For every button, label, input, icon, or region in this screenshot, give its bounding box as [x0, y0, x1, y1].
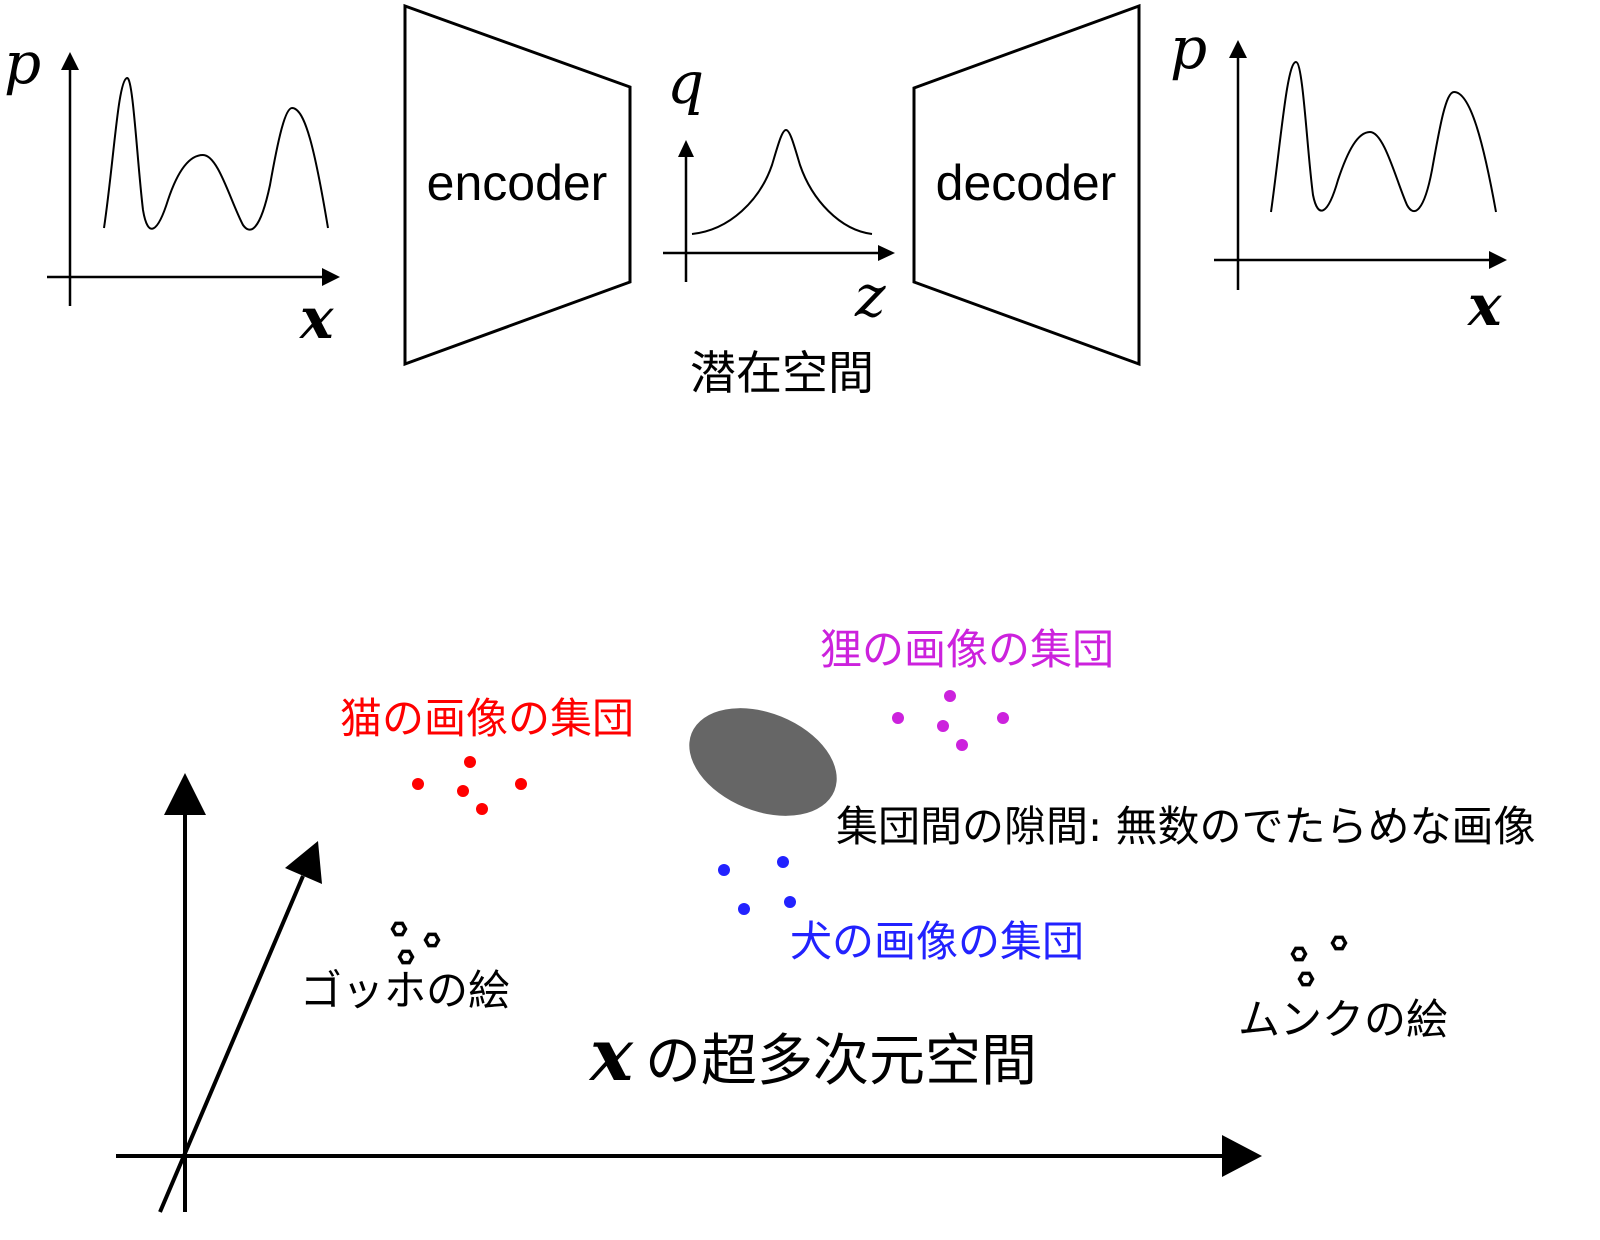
munch-painting-points: [1290, 935, 1348, 987]
decoder-label: decoder: [936, 155, 1117, 211]
gap-label: 集団間の隙間: 無数のでたらめな画像: [836, 802, 1536, 851]
munch-point: [1290, 946, 1308, 962]
space-title-variable: x: [588, 1012, 634, 1097]
dog-point: [777, 856, 789, 868]
gogh-painting-points: [390, 921, 441, 965]
dog-point: [738, 903, 750, 915]
space-title: x の超多次元空間: [588, 1012, 1037, 1097]
latent-plot-density-curve: [691, 128, 873, 235]
space-axis-vertical-arrowhead: [164, 773, 206, 815]
gogh-label: ゴッホの絵: [300, 966, 510, 1015]
space-axis-diagonal-arrowhead: [285, 841, 322, 884]
decoder-trapezoid: [912, 3, 1141, 367]
tanuki-cluster-points: [892, 690, 1009, 751]
right-plot-y-arrowhead: [1229, 40, 1247, 58]
gap-ellipse: [689, 708, 837, 816]
tanuki-image-cluster: 狸の画像の集団: [820, 625, 1114, 751]
left-plot-x-arrowhead: [322, 268, 340, 286]
output-distribution-plot: p x: [1170, 14, 1507, 339]
gogh-point: [390, 921, 408, 937]
cat-cluster-label: 猫の画像の集団: [340, 694, 634, 743]
space-axis-horizontal-arrowhead: [1222, 1135, 1262, 1177]
tanuki-point: [892, 712, 904, 724]
cat-point: [457, 785, 469, 797]
latent-space-caption: 潜在空間: [690, 346, 874, 400]
left-plot-x-label: x: [299, 286, 334, 352]
tanuki-cluster-label: 狸の画像の集団: [820, 625, 1114, 674]
gogh-paintings-cluster: ゴッホの絵: [300, 921, 510, 1015]
munch-paintings-cluster: ムンクの絵: [1238, 935, 1448, 1044]
cat-point: [464, 756, 476, 768]
dog-image-cluster: 犬の画像の集団: [718, 856, 1084, 966]
left-plot-density-curve: [103, 76, 329, 231]
munch-point: [1297, 971, 1315, 987]
encoder-trapezoid: [403, 3, 632, 367]
munch-point: [1330, 935, 1348, 951]
right-plot-density-curve: [1270, 60, 1497, 213]
tanuki-point: [937, 720, 949, 732]
decoder-block: decoder: [912, 3, 1141, 367]
latent-plot-x-arrowhead: [878, 245, 895, 261]
latent-plot-y-label: q: [667, 49, 704, 117]
cat-point: [515, 778, 527, 790]
right-plot-x-label: x: [1467, 273, 1502, 339]
latent-distribution-plot: q z 潜在空間: [663, 49, 895, 400]
left-plot-y-arrowhead: [61, 52, 79, 70]
tanuki-point: [956, 739, 968, 751]
x-space-axes: [116, 773, 1262, 1213]
input-distribution-plot: p x: [4, 29, 340, 352]
latent-plot-x-label: z: [854, 262, 886, 330]
dog-point: [718, 864, 730, 876]
cat-image-cluster: 猫の画像の集団: [340, 694, 634, 815]
cluster-gap-region: 集団間の隙間: 無数のでたらめな画像: [689, 708, 1536, 851]
space-title-text: の超多次元空間: [645, 1029, 1037, 1094]
space-axis-diagonal: [158, 875, 305, 1213]
cat-point: [412, 778, 424, 790]
cat-point: [476, 803, 488, 815]
right-plot-x-arrowhead: [1489, 251, 1507, 269]
latent-plot-y-arrowhead: [678, 140, 694, 157]
cat-cluster-points: [412, 756, 527, 815]
dog-cluster-label: 犬の画像の集団: [790, 917, 1084, 966]
gogh-point: [423, 932, 441, 948]
encoder-block: encoder: [403, 3, 632, 367]
right-plot-y-label: p: [1170, 14, 1207, 82]
left-plot-y-label: p: [4, 29, 41, 97]
tanuki-point: [997, 712, 1009, 724]
dog-point: [784, 896, 796, 908]
encoder-label: encoder: [427, 155, 608, 211]
dog-cluster-points: [718, 856, 796, 915]
gogh-point: [397, 949, 415, 965]
tanuki-point: [944, 690, 956, 702]
munch-label: ムンクの絵: [1238, 995, 1448, 1044]
